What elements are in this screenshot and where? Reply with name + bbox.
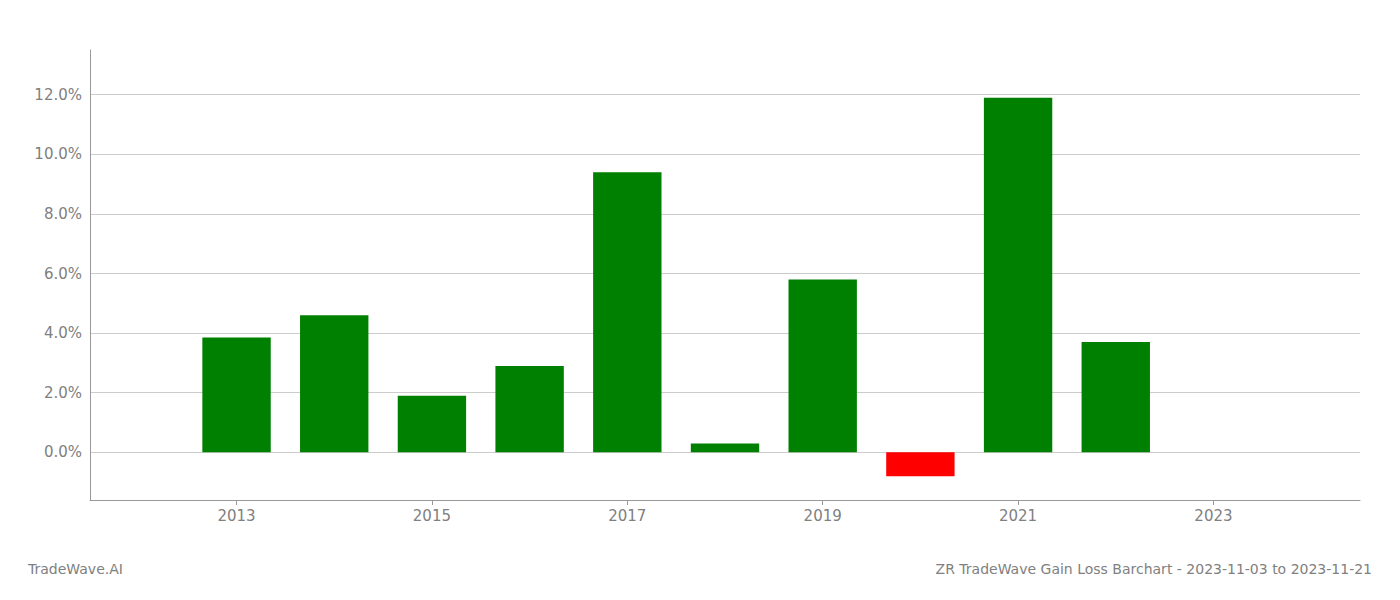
svg-text:8.0%: 8.0% <box>44 205 82 223</box>
svg-text:2017: 2017 <box>608 507 646 525</box>
svg-text:10.0%: 10.0% <box>34 145 82 163</box>
svg-text:4.0%: 4.0% <box>44 324 82 342</box>
svg-text:0.0%: 0.0% <box>44 443 82 461</box>
svg-text:2021: 2021 <box>999 507 1037 525</box>
svg-text:TradeWave.AI: TradeWave.AI <box>27 561 123 577</box>
svg-text:2015: 2015 <box>413 507 451 525</box>
svg-text:2019: 2019 <box>804 507 842 525</box>
svg-text:6.0%: 6.0% <box>44 265 82 283</box>
svg-text:2.0%: 2.0% <box>44 384 82 402</box>
svg-text:ZR TradeWave Gain Loss Barchar: ZR TradeWave Gain Loss Barchart - 2023-1… <box>936 561 1372 577</box>
svg-text:2023: 2023 <box>1194 507 1232 525</box>
svg-text:2013: 2013 <box>217 507 255 525</box>
svg-text:12.0%: 12.0% <box>34 86 82 104</box>
